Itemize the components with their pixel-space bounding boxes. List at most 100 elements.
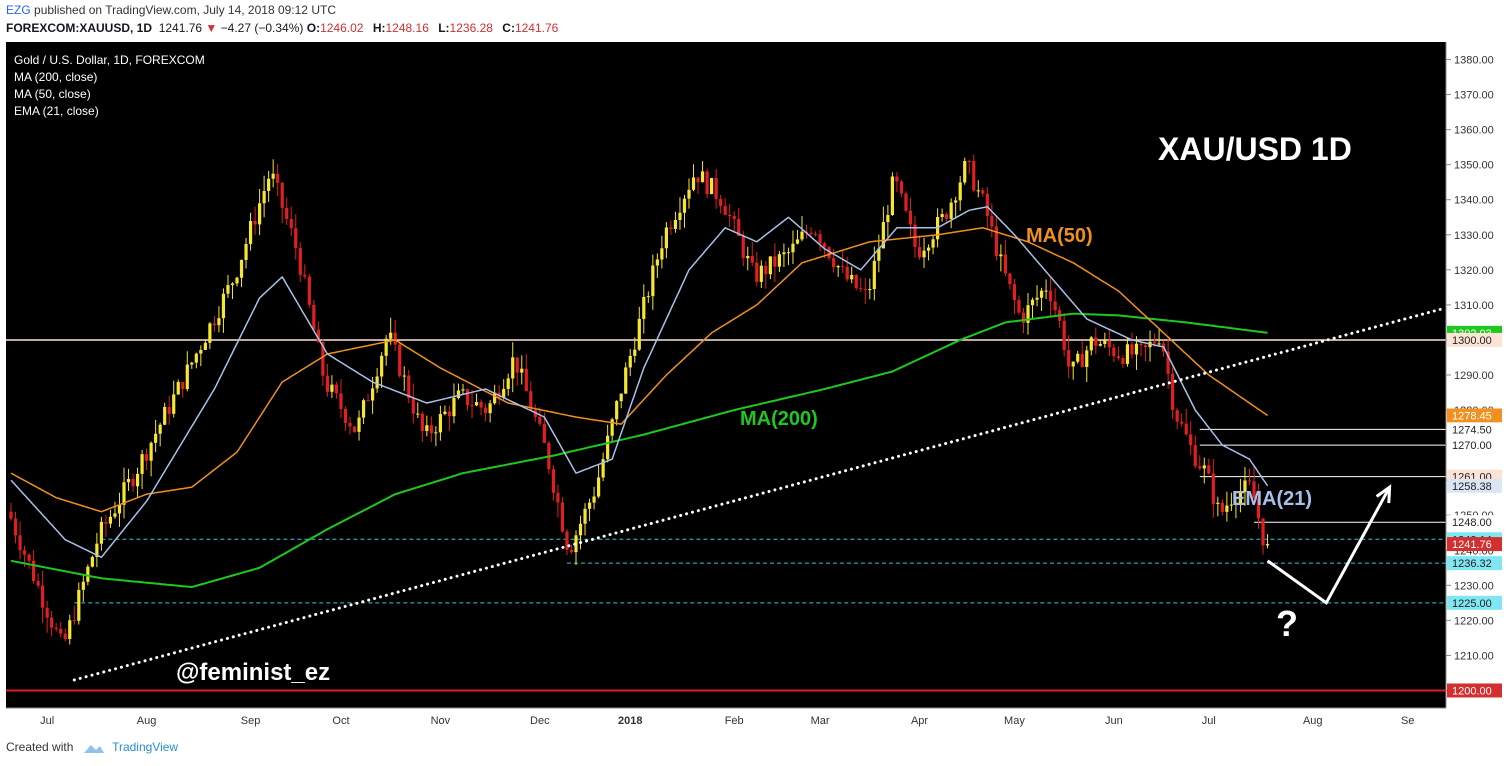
candle-up (886, 215, 890, 223)
candle-up (710, 178, 714, 194)
symbol-name: FOREXCOM:XAUUSD, 1D (6, 21, 153, 35)
open-value: 1246.02 (320, 21, 364, 35)
candle-down (72, 620, 76, 622)
price-level-badge (1447, 683, 1502, 698)
candle-up (1076, 353, 1080, 362)
candle-up (208, 323, 212, 343)
candle-down (764, 265, 768, 275)
candle-up (664, 227, 668, 249)
candle-down (854, 274, 858, 289)
tradingview-logo-icon[interactable] (83, 742, 105, 754)
price-level-badge (1447, 515, 1502, 530)
projection-path (1266, 486, 1391, 606)
candle-up (1039, 290, 1044, 298)
price-level-label: 1241.76 (1452, 539, 1492, 551)
tradingview-link[interactable]: TradingView (112, 740, 179, 754)
candle-up (190, 362, 194, 365)
candle-up (384, 338, 388, 356)
price-level-label: 1274.50 (1452, 424, 1492, 436)
publish-info: EZG published on TradingView.com, July 1… (6, 3, 336, 17)
price-tick-label: 1320.00 (1454, 265, 1494, 277)
candle-up (999, 254, 1003, 257)
low-label: L: (438, 21, 450, 35)
candle-up (759, 265, 763, 282)
candle-down (1180, 421, 1184, 424)
candle-up (768, 256, 772, 275)
candle-up (117, 504, 122, 514)
candle-up (660, 248, 664, 260)
price-chart[interactable]: Gold / U.S. Dollar, 1D, FOREXCOM MA (200… (6, 42, 1502, 730)
candle-down (447, 411, 452, 417)
candle-down (1171, 373, 1175, 411)
candle-up (90, 556, 94, 567)
candle-down (339, 393, 343, 409)
projection-arrowhead (1375, 484, 1392, 504)
candle-down (27, 554, 31, 561)
candle-down (741, 235, 745, 259)
candle-down (904, 193, 908, 211)
candle-down (420, 413, 424, 432)
candle-up (619, 393, 623, 402)
candle-up (357, 417, 361, 432)
legend-ma50: MA (50, close) (14, 87, 91, 101)
candle-up (443, 411, 447, 415)
candle-up (1238, 491, 1243, 504)
candle-down (1207, 465, 1211, 474)
candle-down (280, 182, 284, 208)
candle-up (587, 502, 592, 509)
created-with-text: Created with (6, 740, 74, 754)
candle-up (850, 274, 854, 280)
candle-down (41, 585, 45, 608)
candle-down (515, 357, 519, 373)
chart-legend: Gold / U.S. Dollar, 1D, FOREXCOM MA (200… (14, 53, 205, 118)
candle-up (1035, 297, 1039, 300)
candle-up (194, 353, 198, 363)
candle-down (1021, 312, 1026, 323)
price-tick-label: 1370.00 (1454, 90, 1494, 102)
price-tick-label: 1330.00 (1454, 230, 1494, 242)
legend-ema21: EMA (21, close) (14, 104, 99, 118)
time-axis[interactable]: Jul Aug Sep Oct Nov Dec 2018 Feb Mar Apr May Jun Jul… (40, 715, 1414, 727)
candle-down (334, 384, 339, 394)
candle-down (1198, 466, 1202, 469)
down-arrow-icon: ▼ (205, 21, 218, 35)
price-level-badge (1447, 332, 1502, 347)
candle-up (99, 521, 103, 544)
candle-down (54, 627, 58, 629)
candle-down (1193, 445, 1197, 467)
candle-down (1116, 356, 1120, 359)
candle-up (1030, 299, 1035, 306)
candle-down (732, 216, 736, 219)
price-tick-label: 1310.00 (1454, 300, 1494, 312)
author-link[interactable]: EZG (6, 3, 31, 17)
candle-up (872, 260, 876, 290)
candle-up (1085, 350, 1089, 367)
candle-down (167, 406, 171, 414)
candle-up (185, 364, 189, 390)
candle-down (325, 375, 329, 392)
candle-up (361, 400, 366, 418)
ma200-line (10, 312, 1268, 589)
plot-area[interactable] (6, 42, 1446, 708)
candle-down (1175, 410, 1179, 422)
candle-up (1202, 465, 1206, 469)
candle-down (841, 266, 845, 268)
candle-up (777, 254, 781, 267)
candle-up (682, 198, 687, 213)
candle-down (253, 220, 257, 225)
candle-down (1220, 502, 1224, 512)
candle-down (303, 274, 307, 277)
candle-up (154, 433, 158, 443)
time-tick-label: Jul (40, 715, 54, 727)
candle-down (1247, 480, 1252, 482)
candle-up (687, 189, 691, 199)
candle-down (145, 454, 149, 461)
candle-up (949, 202, 953, 219)
candle-down (859, 288, 863, 290)
time-tick-label: Jun (1105, 715, 1123, 727)
candle-down (479, 402, 483, 408)
candle-up (1071, 361, 1075, 367)
candle-down (994, 226, 998, 257)
candle-up (1157, 343, 1161, 345)
candle-up (520, 368, 524, 373)
